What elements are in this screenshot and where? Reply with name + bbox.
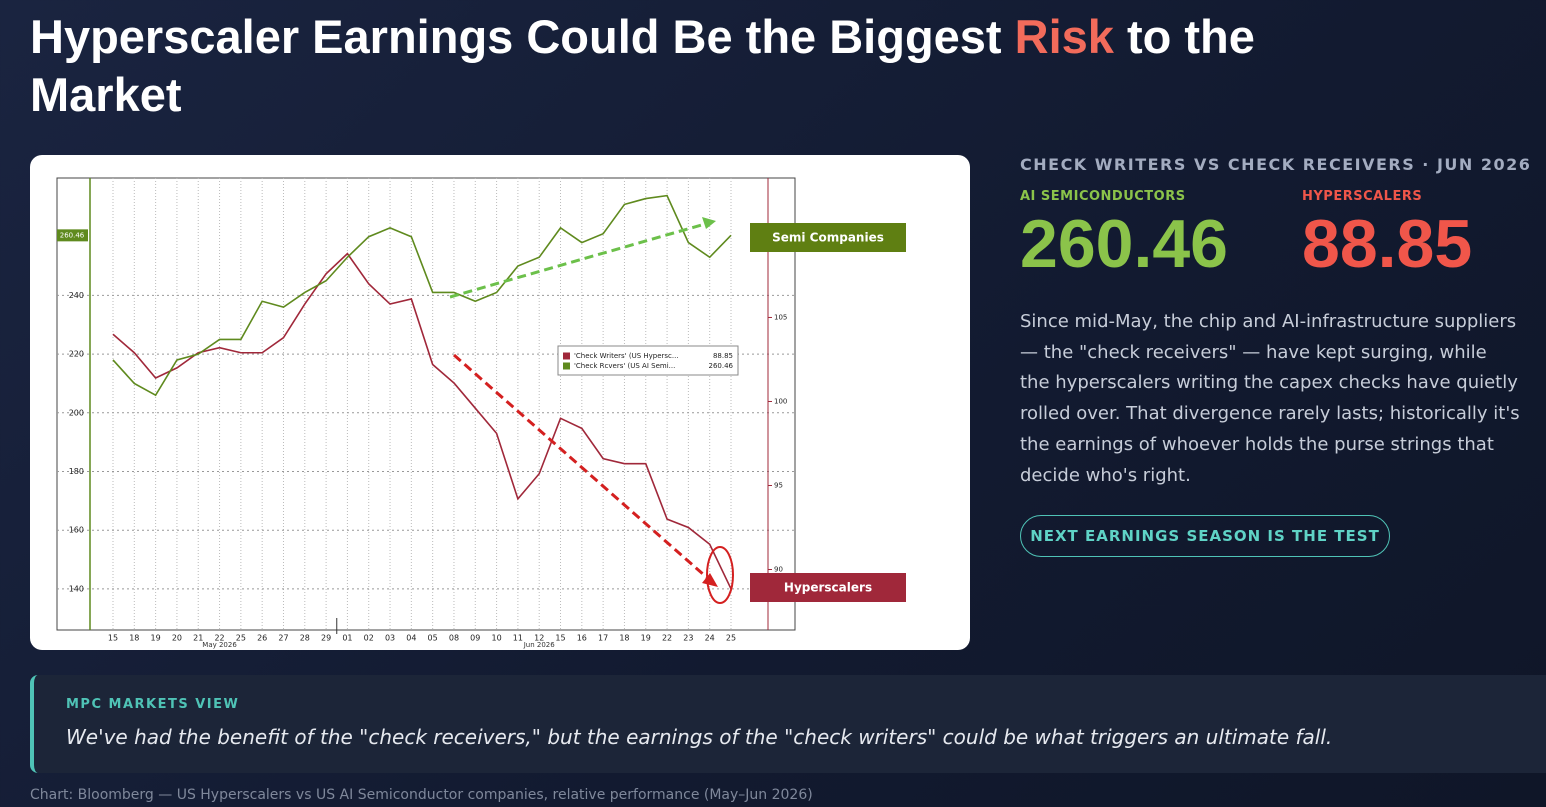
legend-value: 88.85 <box>713 352 733 360</box>
y-tick-label: 220 <box>69 350 84 359</box>
x-tick-label: 01 <box>342 634 352 643</box>
x-tick-label: 29 <box>321 634 331 643</box>
x-tick-label: 10 <box>491 634 501 643</box>
kicker: CHECK WRITERS VS CHECK RECEIVERS · JUN 2… <box>1020 155 1532 174</box>
trend-arrow <box>453 353 713 584</box>
legend-swatch <box>563 352 570 360</box>
annotation: Hyperscalers <box>784 581 872 595</box>
y2-tick-label: 105 <box>774 313 787 321</box>
x-tick-label: 18 <box>619 634 629 643</box>
legend-value: 260.46 <box>709 362 734 370</box>
arrow-head <box>702 573 718 587</box>
x-tick-label: 22 <box>214 634 224 643</box>
y-tick-label: 180 <box>69 467 84 476</box>
source-note: Chart: Bloomberg — US Hyperscalers vs US… <box>30 787 813 803</box>
title-text: Hyperscaler Earnings Could Be the Bigges… <box>30 10 1015 63</box>
x-tick-label: 18 <box>129 634 139 643</box>
x-tick-label: 05 <box>428 634 438 643</box>
x-tick-label: 02 <box>364 634 374 643</box>
stat-value: 260.46 <box>1020 206 1228 282</box>
x-tick-label: 17 <box>598 634 608 643</box>
annotation-box <box>750 223 906 252</box>
stat-label: HYPERSCALERS <box>1302 189 1423 204</box>
annotation-box <box>750 573 906 602</box>
x-tick-label: 20 <box>172 634 182 643</box>
x-tick-label: 19 <box>641 634 651 643</box>
x-tick-label: 25 <box>726 634 736 643</box>
stat-label: AI SEMICONDUCTORS <box>1020 189 1186 204</box>
quote-text: We've had the benefit of the "check rece… <box>66 725 1333 749</box>
y-tick-label: 200 <box>69 408 84 417</box>
stat-value: 88.85 <box>1302 206 1473 282</box>
x-tick-label: 12 <box>534 634 544 643</box>
x-tick-label: 11 <box>513 634 523 643</box>
y2-tick-label: 95 <box>774 481 783 489</box>
title: Hyperscaler Earnings Could Be the Bigges… <box>30 8 1360 124</box>
annotation: Semi Companies <box>772 231 884 245</box>
x-tick-label: 23 <box>683 634 693 643</box>
chart: 15 18 19 20 21 22 25 26 27 28 29 01 02 03 04 05 08 09 10 11… <box>56 177 906 649</box>
x-tick-label: 15 <box>555 634 565 643</box>
x-tick-label: 21 <box>193 634 203 643</box>
x-tick-label: 27 <box>278 634 288 643</box>
quote-box: MPC MARKETS VIEW We've had the benefit o… <box>30 675 1546 773</box>
x-tick-label: 24 <box>705 634 715 643</box>
title-highlight: Risk <box>1014 10 1114 63</box>
quote-label: MPC MARKETS VIEW <box>66 697 240 712</box>
series-line <box>112 194 732 397</box>
value-tag-label: 260.46 <box>60 231 85 239</box>
y-tick-label: 160 <box>69 526 84 535</box>
x-tick-label: 03 <box>385 634 395 643</box>
x-tick-label: 28 <box>300 634 310 643</box>
legend-label: 'Check Rcvers' (US AI Semi... <box>574 362 675 370</box>
x-tick-label: 04 <box>406 634 416 643</box>
title-text: to the Market <box>30 10 1255 121</box>
x-tick-label: 15 <box>108 634 118 643</box>
value-tag <box>57 229 88 242</box>
y2-tick-label: 100 <box>774 397 787 405</box>
body-text: Since mid-May, the chip and AI-infrastru… <box>1020 311 1520 486</box>
trend-arrow <box>449 220 713 299</box>
legend-label: 'Check Writers' (US Hypersc... <box>574 352 679 360</box>
cta-button[interactable]: NEXT EARNINGS SEASON IS THE TEST <box>1020 515 1390 557</box>
x-group-label: Jun 2026 <box>523 641 556 649</box>
x-tick-label: 09 <box>470 634 480 643</box>
legend-swatch <box>563 362 570 370</box>
x-tick-label: 22 <box>662 634 672 643</box>
x-tick-label: 16 <box>577 634 587 643</box>
y2-tick-label: 90 <box>774 566 783 574</box>
x-tick-label: 25 <box>236 634 246 643</box>
plot-frame <box>56 177 796 631</box>
x-tick-label: 26 <box>257 634 267 643</box>
legend <box>557 345 739 376</box>
x-tick-label: 19 <box>151 634 161 643</box>
series-line <box>112 252 732 590</box>
arrow-head <box>702 217 716 229</box>
y-tick-label: 140 <box>69 584 84 593</box>
chart-card: 15 18 19 20 21 22 25 26 27 28 29 01 02 03 04 05 08 09 10 11… <box>30 155 970 650</box>
y-tick-label: 240 <box>69 291 84 300</box>
x-group-label: May 2026 <box>202 641 237 649</box>
x-tick-label: 08 <box>449 634 459 643</box>
highlight-circle <box>706 546 734 604</box>
